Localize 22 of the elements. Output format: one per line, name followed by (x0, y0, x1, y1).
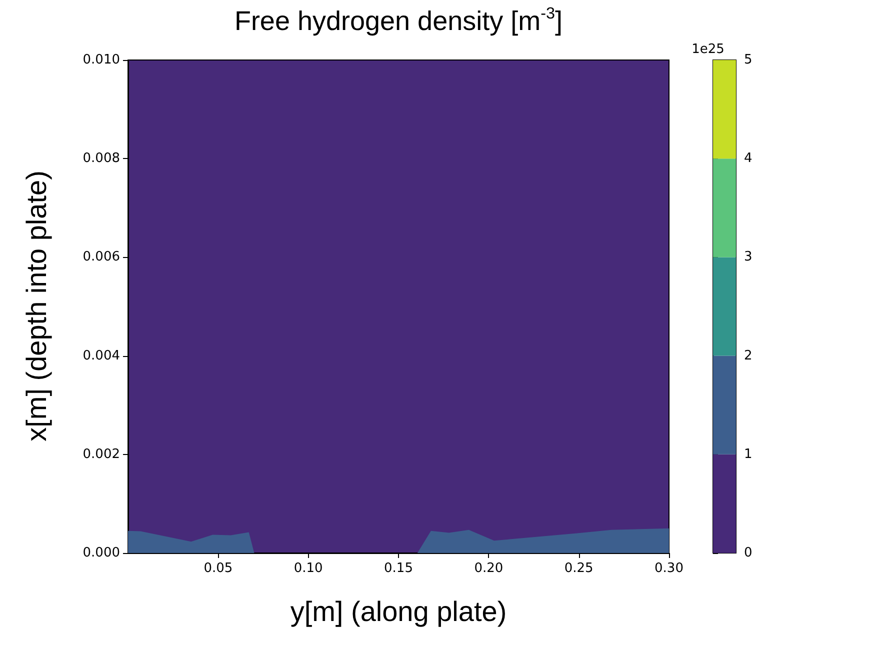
color-bar-label: 0 (744, 546, 752, 560)
y-tick-label: 0.006 (82, 250, 120, 265)
y-axis-title: x[m] (depth into plate) (21, 170, 53, 442)
color-bar-label: 3 (744, 250, 752, 265)
y-tick-label: 0.004 (82, 348, 120, 364)
chart-title: Free hydrogen density [m$^{-3}$] (233, 4, 564, 37)
y-tick-label: 0.010 (82, 52, 120, 68)
color-bar-label: 1 (744, 446, 752, 462)
color-bar-label: 4 (744, 151, 752, 166)
x-tick-label: 0.20 (474, 561, 504, 576)
color-bar-title: 1e25 (692, 42, 724, 57)
y-tick-label: 0.000 (82, 546, 120, 560)
x-tick-label: 0.30 (654, 561, 684, 576)
x-axis-title: y[m] (along plate) (289, 596, 508, 628)
color-bar-label: 5 (744, 52, 752, 68)
x-tick-label: 0.15 (384, 561, 413, 576)
x-tick-label: 0.25 (564, 561, 594, 576)
color-bar-label: 2 (744, 348, 752, 364)
x-tick-label: 0.05 (204, 561, 233, 576)
x-tick-label: 0.10 (294, 561, 323, 576)
y-tick-label: 0.008 (82, 151, 120, 166)
y-tick-label: 0.002 (82, 446, 120, 462)
